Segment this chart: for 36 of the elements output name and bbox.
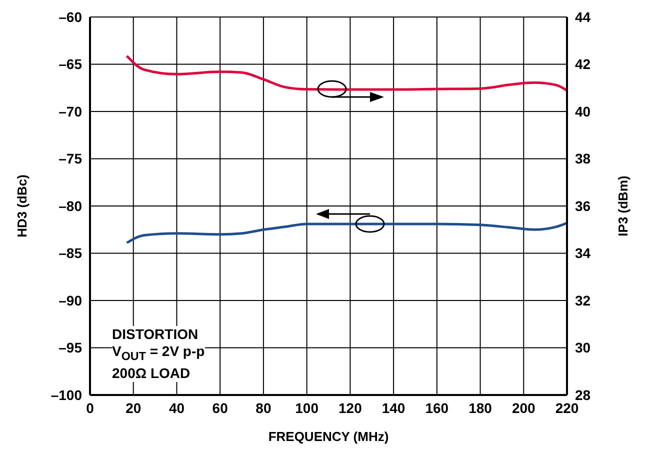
y2-tick-label: 38 bbox=[575, 150, 591, 167]
line-series bbox=[126, 222, 567, 244]
y-tick-label: –80 bbox=[58, 198, 82, 214]
y-tick-label: –90 bbox=[58, 292, 82, 308]
y-tick-label: –70 bbox=[58, 103, 82, 120]
annotation: V$_{OUT}$ = 2V p-p bbox=[112, 343, 205, 365]
y2-axis-title: IP3 (dBm) bbox=[616, 176, 631, 236]
y2-tick-label: 34 bbox=[575, 245, 591, 262]
y2-tick-label: 44 bbox=[575, 8, 591, 25]
y-tick-label: –95 bbox=[58, 340, 82, 356]
y2-tick-label: 40 bbox=[575, 103, 591, 120]
x-tick-label: 20 bbox=[126, 400, 142, 416]
y2-tick-label: 30 bbox=[575, 340, 591, 356]
y-tick-label: –65 bbox=[58, 56, 82, 72]
annotation: DISTORTION bbox=[112, 326, 200, 343]
x-tick-label: 120 bbox=[338, 400, 362, 416]
line-series bbox=[126, 54, 567, 92]
y-tick-label: –85 bbox=[58, 245, 82, 262]
x-tick-label: 60 bbox=[212, 400, 228, 416]
y-tick-label: –100 bbox=[50, 386, 82, 403]
y-tick-label: –60 bbox=[58, 8, 82, 25]
x-tick-label: 200 bbox=[512, 400, 536, 416]
y2-tick-label: 36 bbox=[575, 198, 591, 214]
x-axis-title: FREQUENCY (MHz) bbox=[268, 429, 389, 444]
x-tick-label: 80 bbox=[256, 400, 272, 416]
y-tick-label: –75 bbox=[58, 150, 82, 167]
x-tick-label: 140 bbox=[382, 400, 406, 416]
x-tick-label: 180 bbox=[468, 400, 492, 416]
y-axis-title: HD3 (dBc) bbox=[14, 174, 30, 238]
x-tick-label: 0 bbox=[86, 400, 94, 416]
y2-tick-label: 42 bbox=[575, 56, 591, 72]
x-tick-label: 40 bbox=[168, 400, 185, 416]
annotation: 200Ω LOAD bbox=[112, 364, 192, 382]
x-tick-label: 100 bbox=[295, 400, 319, 416]
x-tick-label: 160 bbox=[425, 400, 449, 416]
y2-tick-label: 32 bbox=[575, 292, 591, 308]
